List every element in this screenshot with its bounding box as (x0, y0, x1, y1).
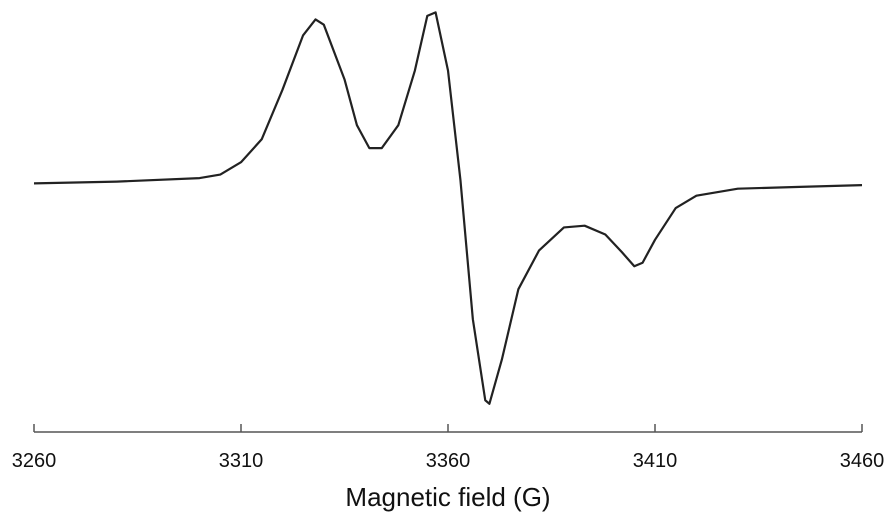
x-tick-label: 3460 (840, 450, 885, 472)
x-axis-label: Magnetic field (G) (345, 482, 550, 512)
x-tick-label: 3410 (633, 450, 678, 472)
x-tick-label: 3360 (426, 450, 471, 472)
x-tick-label: 3310 (219, 450, 264, 472)
x-tick-label: 3260 (12, 450, 57, 472)
spectrum-line (33, 11, 863, 405)
